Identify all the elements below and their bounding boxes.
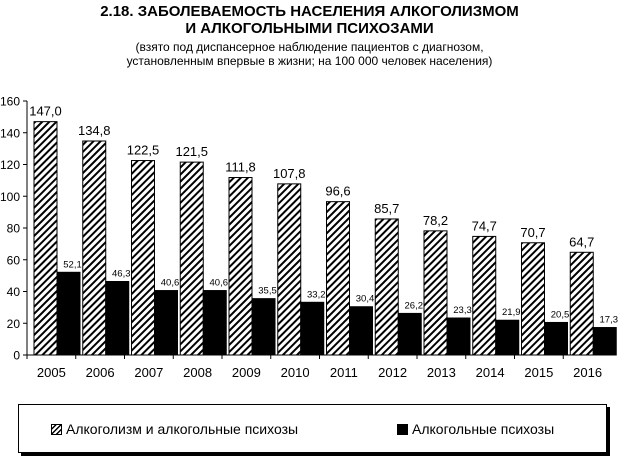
x-tick-label: 2013 bbox=[427, 365, 456, 380]
bar-alcoholism bbox=[569, 251, 594, 356]
y-tick-label: 100 bbox=[0, 190, 20, 204]
data-label-alcoholism: 96,6 bbox=[325, 184, 350, 199]
data-label-alcoholism: 107,8 bbox=[273, 166, 306, 181]
chart-title-line1: 2.18. ЗАБОЛЕВАЕМОСТЬ НАСЕЛЕНИЯ АЛКОГОЛИЗ… bbox=[100, 3, 519, 20]
x-tick-label: 2009 bbox=[232, 365, 261, 380]
bar-alcoholism bbox=[423, 230, 448, 356]
legend-item-alcoholism: Алкоголизм и алкогольные психозы bbox=[51, 421, 298, 437]
y-tick-label: 140 bbox=[0, 126, 20, 140]
legend-label-psychoses: Алкогольные психозы bbox=[412, 421, 555, 437]
data-label-alcoholism: 111,8 bbox=[225, 160, 256, 175]
data-label-psychoses: 35,5 bbox=[258, 286, 277, 297]
bar-alcoholism bbox=[179, 161, 204, 356]
data-label-alcoholism: 147,0 bbox=[29, 104, 62, 119]
bar-alcoholism bbox=[521, 242, 545, 356]
data-label-psychoses: 26,2 bbox=[405, 300, 424, 311]
bar-psychoses bbox=[397, 312, 422, 356]
chart-title-line2: И АЛКОГОЛЬНЫМИ ПСИХОЗАМИ bbox=[185, 20, 434, 37]
chart-legend: Алкоголизм и алкогольные психозы Алкогол… bbox=[18, 404, 607, 453]
bar-alcoholism bbox=[131, 160, 155, 356]
bar-psychoses bbox=[544, 321, 568, 356]
x-tick-label: 2015 bbox=[524, 365, 553, 380]
data-label-psychoses: 20,5 bbox=[551, 309, 570, 320]
y-tick-label: 80 bbox=[7, 222, 21, 236]
chart-subtitle-line1: (взято под диспансерное наблюдение пацие… bbox=[135, 40, 484, 54]
bar-alcoholism bbox=[33, 121, 58, 356]
bar-alcoholism bbox=[326, 201, 350, 356]
bar-psychoses bbox=[202, 290, 227, 356]
data-label-psychoses: 33,2 bbox=[307, 289, 326, 300]
data-label-alcoholism: 64,7 bbox=[569, 234, 594, 249]
legend-item-psychoses: Алкогольные психозы bbox=[397, 421, 554, 437]
data-label-psychoses: 46,3 bbox=[112, 268, 131, 279]
x-tick-label: 2007 bbox=[134, 365, 163, 380]
x-tick-label: 2008 bbox=[183, 365, 212, 380]
bar-psychoses bbox=[349, 306, 373, 356]
data-label-alcoholism: 74,7 bbox=[472, 218, 497, 233]
x-tick-label: 2016 bbox=[573, 365, 602, 380]
x-tick-label: 2005 bbox=[37, 365, 66, 380]
bar-alcoholism bbox=[228, 177, 253, 356]
bar-alcoholism bbox=[82, 140, 107, 356]
x-tick-label: 2006 bbox=[86, 365, 115, 380]
bar-psychoses bbox=[154, 290, 178, 356]
x-tick-label: 2014 bbox=[476, 365, 505, 380]
data-label-psychoses: 21,9 bbox=[502, 307, 521, 318]
bar-alcoholism bbox=[472, 235, 497, 356]
y-tick-label: 20 bbox=[7, 317, 21, 331]
data-label-alcoholism: 134,8 bbox=[78, 123, 111, 138]
data-label-alcoholism: 121,5 bbox=[175, 144, 208, 159]
y-tick-label: 0 bbox=[13, 349, 20, 363]
y-tick-label: 40 bbox=[7, 285, 21, 299]
bar-psychoses bbox=[105, 280, 130, 356]
bar-psychoses bbox=[56, 271, 81, 356]
bar-alcoholism bbox=[277, 183, 302, 356]
y-tick-label: 120 bbox=[0, 158, 20, 172]
data-label-psychoses: 40,6 bbox=[161, 278, 180, 289]
data-label-alcoholism: 122,5 bbox=[127, 143, 160, 158]
x-tick-label: 2011 bbox=[330, 365, 358, 380]
legend-label-alcoholism: Алкоголизм и алкогольные психозы bbox=[66, 421, 299, 437]
data-label-psychoses: 52,1 bbox=[63, 259, 82, 270]
legend-swatch-solid bbox=[397, 423, 408, 435]
bar-psychoses bbox=[446, 317, 471, 356]
data-label-alcoholism: 78,2 bbox=[423, 213, 448, 228]
data-label-alcoholism: 70,7 bbox=[520, 225, 545, 240]
data-label-psychoses: 23,3 bbox=[453, 305, 472, 316]
x-tick-label: 2010 bbox=[281, 365, 310, 380]
bar-alcoholism bbox=[374, 218, 399, 356]
bar-psychoses bbox=[300, 301, 325, 356]
bar-psychoses bbox=[251, 298, 276, 356]
chart-subtitle-line2: установленным впервые в жизни; на 100 00… bbox=[126, 54, 493, 68]
data-label-psychoses: 17,3 bbox=[600, 315, 619, 326]
y-tick-label: 60 bbox=[7, 253, 21, 267]
data-label-alcoholism: 85,7 bbox=[374, 201, 399, 216]
data-label-psychoses: 40,6 bbox=[210, 278, 229, 289]
x-tick-label: 2012 bbox=[378, 365, 407, 380]
bar-chart: 0 20 40 60 80 100 120 140 160 2005 147,0 52,1 2006 13… bbox=[0, 95, 619, 381]
bar-psychoses bbox=[495, 319, 520, 356]
y-tick-label: 160 bbox=[0, 95, 20, 109]
data-label-psychoses: 30,4 bbox=[356, 294, 375, 305]
legend-swatch-hatched bbox=[51, 423, 62, 435]
bar-psychoses bbox=[592, 327, 617, 356]
